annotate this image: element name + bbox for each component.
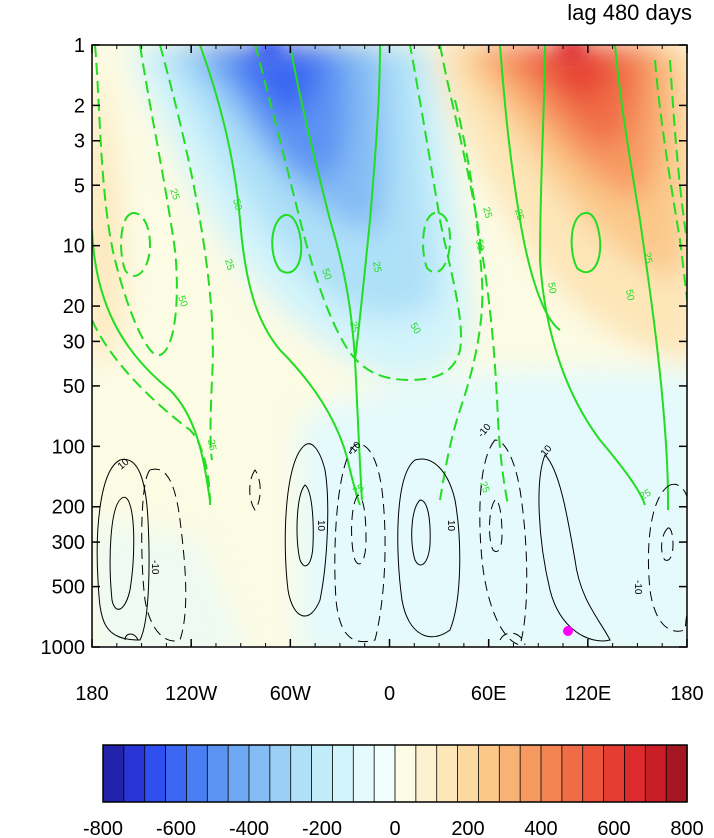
y-tick-label: 1000 bbox=[41, 637, 86, 659]
y-tick-label: 30 bbox=[63, 331, 85, 353]
colorbar-swatch bbox=[290, 744, 313, 803]
x-tick-label: 60E bbox=[471, 683, 507, 705]
svg-text:50: 50 bbox=[407, 321, 422, 337]
colorbar-label: 400 bbox=[524, 818, 557, 838]
svg-text:50: 50 bbox=[230, 198, 244, 212]
colorbar-swatch bbox=[644, 744, 667, 803]
colorbar-swatch bbox=[665, 744, 688, 803]
svg-text:25: 25 bbox=[347, 321, 360, 334]
colorbar-swatch bbox=[436, 744, 459, 803]
colorbar-swatch bbox=[227, 744, 250, 803]
svg-text:25: 25 bbox=[512, 208, 526, 222]
y-tick-label: 300 bbox=[52, 532, 85, 554]
svg-text:10: 10 bbox=[445, 520, 456, 532]
colorbar-swatch bbox=[144, 744, 167, 803]
svg-text:25: 25 bbox=[638, 487, 654, 502]
green-contour-labels: 25 50 25 50 50 25 25 50 25 25 25 50 50 5… bbox=[167, 187, 654, 502]
x-tick-label: 120E bbox=[564, 683, 611, 705]
y-tick-label: 2 bbox=[74, 95, 85, 117]
y-tick-label: 200 bbox=[52, 497, 85, 519]
colorbar-swatch bbox=[540, 744, 563, 803]
svg-text:25: 25 bbox=[167, 187, 181, 202]
green-contours bbox=[92, 45, 687, 511]
colorbar-label: -200 bbox=[302, 818, 342, 838]
svg-text:10: 10 bbox=[315, 520, 326, 532]
colorbar-swatch bbox=[248, 744, 271, 803]
y-tick-label: 100 bbox=[52, 436, 85, 458]
colorbar-swatch bbox=[373, 744, 396, 803]
colorbar-swatch bbox=[582, 744, 605, 803]
chart-title: lag 480 days bbox=[567, 0, 692, 25]
svg-text:-10: -10 bbox=[149, 560, 160, 575]
svg-text:25: 25 bbox=[370, 261, 383, 274]
svg-text:25: 25 bbox=[480, 206, 494, 220]
colorbar-label: 200 bbox=[451, 818, 484, 838]
svg-text:50: 50 bbox=[623, 289, 636, 302]
colorbar-swatch bbox=[415, 744, 438, 803]
x-tick-label: 180 bbox=[75, 683, 108, 705]
svg-text:25: 25 bbox=[222, 258, 236, 272]
y-tick-label: 1 bbox=[74, 35, 85, 57]
svg-text:25: 25 bbox=[641, 252, 654, 265]
colorbar-swatch bbox=[269, 744, 292, 803]
colorbar-swatch bbox=[457, 744, 480, 803]
svg-text:50: 50 bbox=[319, 267, 333, 282]
y-tick-label: 500 bbox=[52, 577, 85, 599]
svg-text:50: 50 bbox=[545, 282, 558, 295]
x-tick-label: 120W bbox=[165, 683, 217, 705]
location-marker bbox=[563, 626, 573, 636]
x-tick-label: 0 bbox=[384, 683, 395, 705]
colorbar: -800 -600 -400 -200 0 200 400 600 800 bbox=[83, 744, 704, 838]
colorbar-label: 0 bbox=[389, 818, 400, 838]
colorbar-swatch bbox=[311, 744, 334, 803]
colorbar-swatch bbox=[186, 744, 208, 803]
colorbar-swatch bbox=[624, 744, 646, 803]
svg-text:50: 50 bbox=[473, 239, 486, 252]
colorbar-swatch bbox=[498, 744, 521, 803]
colorbar-swatch bbox=[165, 744, 188, 803]
colorbar-swatch bbox=[478, 744, 500, 803]
svg-text:50: 50 bbox=[175, 294, 189, 309]
colorbar-swatch bbox=[561, 744, 584, 803]
x-axis: 180 120W 60W 0 60E 120E 180 bbox=[75, 45, 704, 705]
y-tick-label: 20 bbox=[63, 296, 85, 318]
colorbar-swatch bbox=[519, 744, 542, 803]
colorbar-label: -800 bbox=[83, 818, 123, 838]
colorbar-swatch bbox=[123, 744, 146, 803]
colorbar-frame bbox=[102, 744, 688, 803]
colorbar-swatch bbox=[603, 744, 626, 803]
svg-text:25: 25 bbox=[351, 482, 367, 497]
svg-text:25: 25 bbox=[205, 439, 218, 452]
x-tick-label: 60W bbox=[270, 683, 311, 705]
colorbar-swatch bbox=[206, 744, 229, 803]
colorbar-swatch bbox=[394, 744, 417, 803]
colorbar-label: 600 bbox=[597, 818, 630, 838]
x-tick-label: 180 bbox=[670, 683, 703, 705]
y-tick-label: 50 bbox=[63, 376, 85, 398]
y-tick-label: 3 bbox=[74, 131, 85, 153]
y-tick-label: 10 bbox=[63, 236, 85, 258]
colorbar-label: -400 bbox=[229, 818, 269, 838]
y-axis: 1 2 3 5 10 20 30 50 100 200 300 500 1000 bbox=[41, 35, 687, 659]
colorbar-label: -600 bbox=[156, 818, 196, 838]
colorbar-swatch bbox=[332, 744, 354, 803]
colorbar-label: 800 bbox=[670, 818, 703, 838]
svg-text:-10: -10 bbox=[632, 580, 643, 595]
y-tick-label: 5 bbox=[74, 175, 85, 197]
colorbar-swatch bbox=[352, 744, 375, 803]
colorbar-swatch bbox=[102, 744, 125, 803]
